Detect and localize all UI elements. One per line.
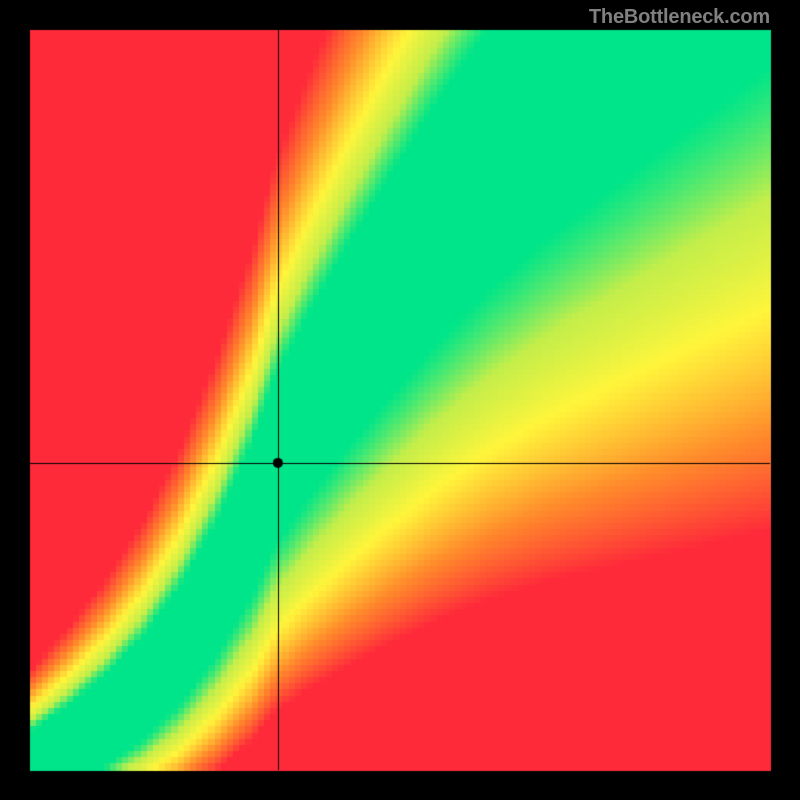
watermark-label: TheBottleneck.com (589, 6, 770, 29)
chart-container: TheBottleneck.com (0, 0, 800, 800)
heatmap-canvas (0, 0, 800, 800)
